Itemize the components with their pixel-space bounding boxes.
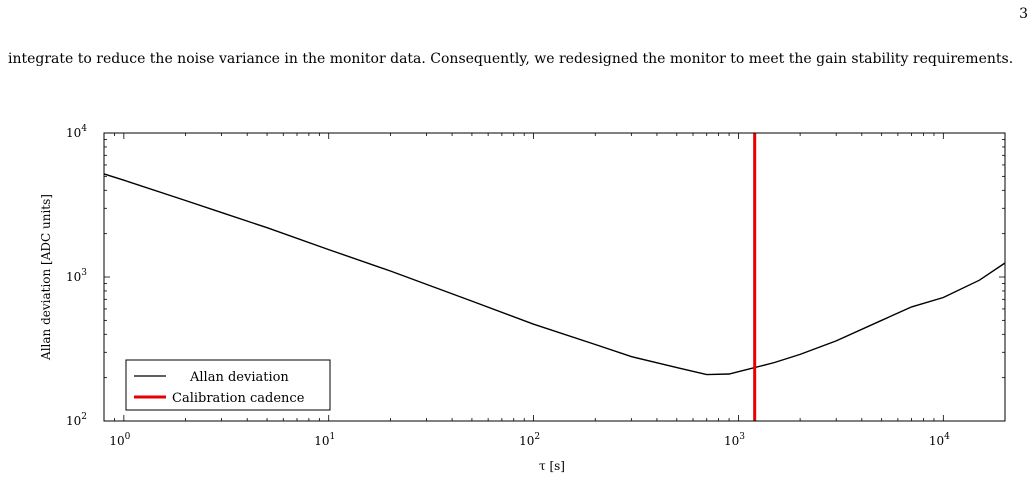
series-line-0 xyxy=(103,173,1006,376)
x-tick-label-2: 102 xyxy=(519,432,540,448)
y-axis-label: Allan deviation [ADC units] xyxy=(39,194,53,361)
legend-label-cadence: Calibration cadence xyxy=(172,391,305,406)
x-tick-label-0: 100 xyxy=(109,432,130,448)
x-axis-label: τ [s] xyxy=(539,459,565,473)
y-tick-label-2: 104 xyxy=(66,124,87,140)
x-tick-label-1: 101 xyxy=(314,432,335,448)
legend-box xyxy=(125,359,331,411)
y-tick-label-0: 102 xyxy=(66,412,87,428)
y-tick-label-1: 103 xyxy=(66,268,87,284)
body-paragraph: integrate to reduce the noise variance i… xyxy=(8,51,1014,67)
legend-label-allan: Allan deviation xyxy=(189,370,289,385)
x-tick-label-3: 103 xyxy=(724,432,745,448)
page-number: 3 xyxy=(1019,6,1028,22)
legend: Allan deviation Calibration cadence xyxy=(125,359,331,411)
x-tick-label-4: 104 xyxy=(929,432,950,448)
